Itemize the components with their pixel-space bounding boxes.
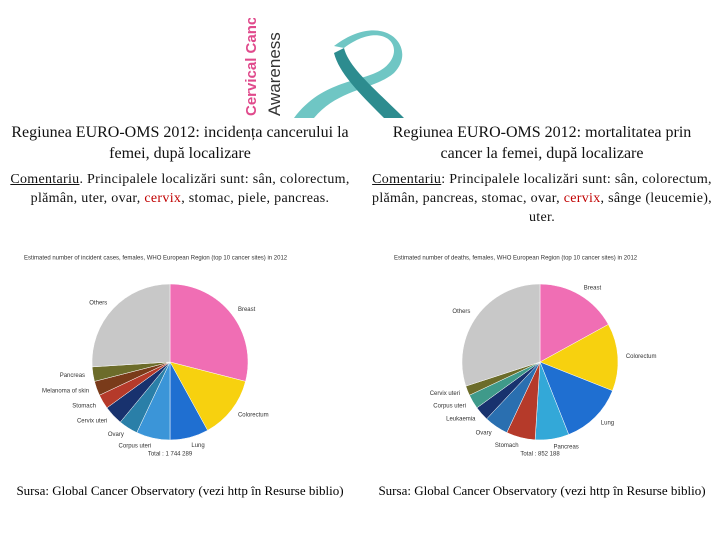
slice-label: Colorectum [626,354,657,360]
comment: Comentariu. Principalele localizări sunt… [10,170,350,208]
banner-text: Cervical Cancer [243,18,260,116]
pie-chart: Estimated number of incident cases, fema… [24,256,288,458]
ribbon-banner: Cervical Cancer Awareness [234,18,414,118]
chart-title: Estimated number of incident cases, fema… [24,256,288,262]
source: Sursa: Global Cancer Observatory (vezi h… [378,483,706,498]
pie-slice [169,361,246,431]
comment-text: , stomac, piele, pancreas. [181,191,330,206]
heading: Regiunea EURO-OMS 2012: incidența cancer… [11,124,349,162]
slice-label: Leukaemia [446,416,476,422]
chart-total: Total : 852 188 [520,452,560,458]
column: Regiunea EURO-OMS 2012: incidența cancer… [10,122,350,208]
slice-label: Lung [601,420,614,426]
comment-highlight: cervix [563,191,601,206]
pie-slice [539,283,609,363]
comment-text: , sânge (leucemie), uter. [529,191,712,225]
comment-label: Comentariu [10,172,80,187]
pie-chart: Estimated number of deaths, females, WHO… [394,256,657,458]
slice-label: Stomach [495,443,519,449]
comment: Comentariu: Principalele localizări sunt… [372,170,712,227]
slice-label: Cervix uteri [77,418,107,424]
slice-label: Lung [191,443,204,449]
slice-label: Breast [584,286,602,292]
comment-text: : Principalele localizări sunt: sân, col… [372,172,712,206]
slice-label: Colorectum [238,412,269,418]
column: Regiunea EURO-OMS 2012: mortalitatea pri… [372,122,712,227]
slice-label: Pancreas [60,373,85,379]
pie-slice [169,283,249,382]
slice-label: Ovary [108,432,124,438]
slice-label: Corpus uteri [433,403,466,409]
pie-slice [539,361,613,435]
slice-label: Corpus uteri [119,444,152,450]
source: Sursa: Global Cancer Observatory (vezi h… [16,483,344,498]
slice-label: Melanoma of skin [42,389,89,395]
slice-label: Others [89,301,107,307]
heading: Regiunea EURO-OMS 2012: mortalitatea pri… [392,124,692,162]
slice-label: Others [452,309,470,315]
slice-label: Stomach [72,403,96,409]
banner-text: Awareness [265,32,284,116]
slice-label: Cervix uteri [430,391,460,397]
comment-label: Comentariu [372,172,442,187]
slice-label: Breast [238,307,256,313]
chart-total: Total : 1 744 289 [148,452,193,458]
pie-slice [91,283,171,368]
pie-slice [461,283,541,387]
slice-label: Pancreas [553,445,578,451]
pie-slice [539,324,619,392]
slice-label: Ovary [476,431,492,437]
comment-text: . Principalele localizări sunt: sân, col… [30,172,350,206]
comment-highlight: cervix [144,191,182,206]
chart-title: Estimated number of deaths, females, WHO… [394,256,638,262]
